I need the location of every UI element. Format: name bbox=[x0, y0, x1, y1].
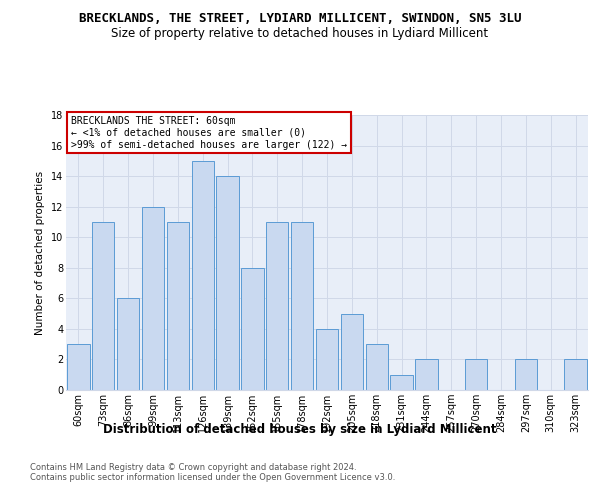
Bar bbox=[465, 360, 487, 390]
Bar bbox=[217, 176, 239, 390]
Bar bbox=[117, 298, 139, 390]
Text: Size of property relative to detached houses in Lydiard Millicent: Size of property relative to detached ho… bbox=[112, 28, 488, 40]
Bar bbox=[565, 360, 587, 390]
Bar bbox=[266, 222, 289, 390]
Bar bbox=[191, 161, 214, 390]
Y-axis label: Number of detached properties: Number of detached properties bbox=[35, 170, 45, 334]
Bar bbox=[341, 314, 363, 390]
Bar bbox=[316, 329, 338, 390]
Bar bbox=[167, 222, 189, 390]
Text: BRECKLANDS, THE STREET, LYDIARD MILLICENT, SWINDON, SN5 3LU: BRECKLANDS, THE STREET, LYDIARD MILLICEN… bbox=[79, 12, 521, 26]
Bar bbox=[142, 206, 164, 390]
Bar bbox=[67, 344, 89, 390]
Text: Distribution of detached houses by size in Lydiard Millicent: Distribution of detached houses by size … bbox=[103, 422, 497, 436]
Text: BRECKLANDS THE STREET: 60sqm
← <1% of detached houses are smaller (0)
>99% of se: BRECKLANDS THE STREET: 60sqm ← <1% of de… bbox=[71, 116, 347, 150]
Bar bbox=[92, 222, 115, 390]
Bar bbox=[241, 268, 263, 390]
Bar bbox=[515, 360, 537, 390]
Bar bbox=[391, 374, 413, 390]
Bar bbox=[415, 360, 437, 390]
Text: Contains HM Land Registry data © Crown copyright and database right 2024.
Contai: Contains HM Land Registry data © Crown c… bbox=[30, 462, 395, 482]
Bar bbox=[365, 344, 388, 390]
Bar bbox=[291, 222, 313, 390]
